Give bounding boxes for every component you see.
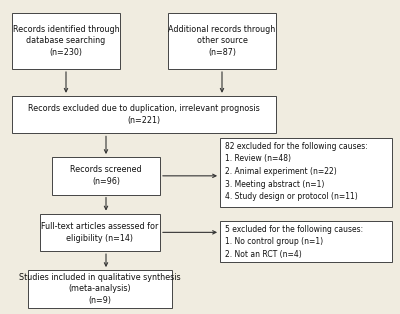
Text: Full-text articles assessed for
eligibility (n=14): Full-text articles assessed for eligibil… [41, 222, 159, 243]
Text: 82 excluded for the following causes:: 82 excluded for the following causes: [225, 142, 368, 151]
Text: Additional records through
other source
(n=87): Additional records through other source … [168, 24, 276, 57]
Text: Studies included in qualitative synthesis
(meta-analysis)
(n=9): Studies included in qualitative synthesi… [19, 273, 181, 305]
Text: 1. No control group (n=1)
2. Not an RCT (n=4): 1. No control group (n=1) 2. Not an RCT … [225, 237, 323, 259]
FancyBboxPatch shape [52, 157, 160, 195]
Text: Records excluded due to duplication, irrelevant prognosis
(n=221): Records excluded due to duplication, irr… [28, 104, 260, 125]
FancyBboxPatch shape [12, 13, 120, 69]
FancyBboxPatch shape [168, 13, 276, 69]
FancyBboxPatch shape [220, 138, 392, 207]
FancyBboxPatch shape [220, 221, 392, 262]
Text: Records identified through
database searching
(n=230): Records identified through database sear… [13, 24, 119, 57]
Text: 1. Review (n=48)
2. Animal experiment (n=22)
3. Meeting abstract (n=1)
4. Study : 1. Review (n=48) 2. Animal experiment (n… [225, 154, 358, 201]
FancyBboxPatch shape [28, 270, 172, 308]
FancyBboxPatch shape [12, 96, 276, 133]
Text: Records screened
(n=96): Records screened (n=96) [70, 165, 142, 186]
FancyBboxPatch shape [40, 214, 160, 251]
Text: 5 excluded for the following causes:: 5 excluded for the following causes: [225, 225, 363, 234]
